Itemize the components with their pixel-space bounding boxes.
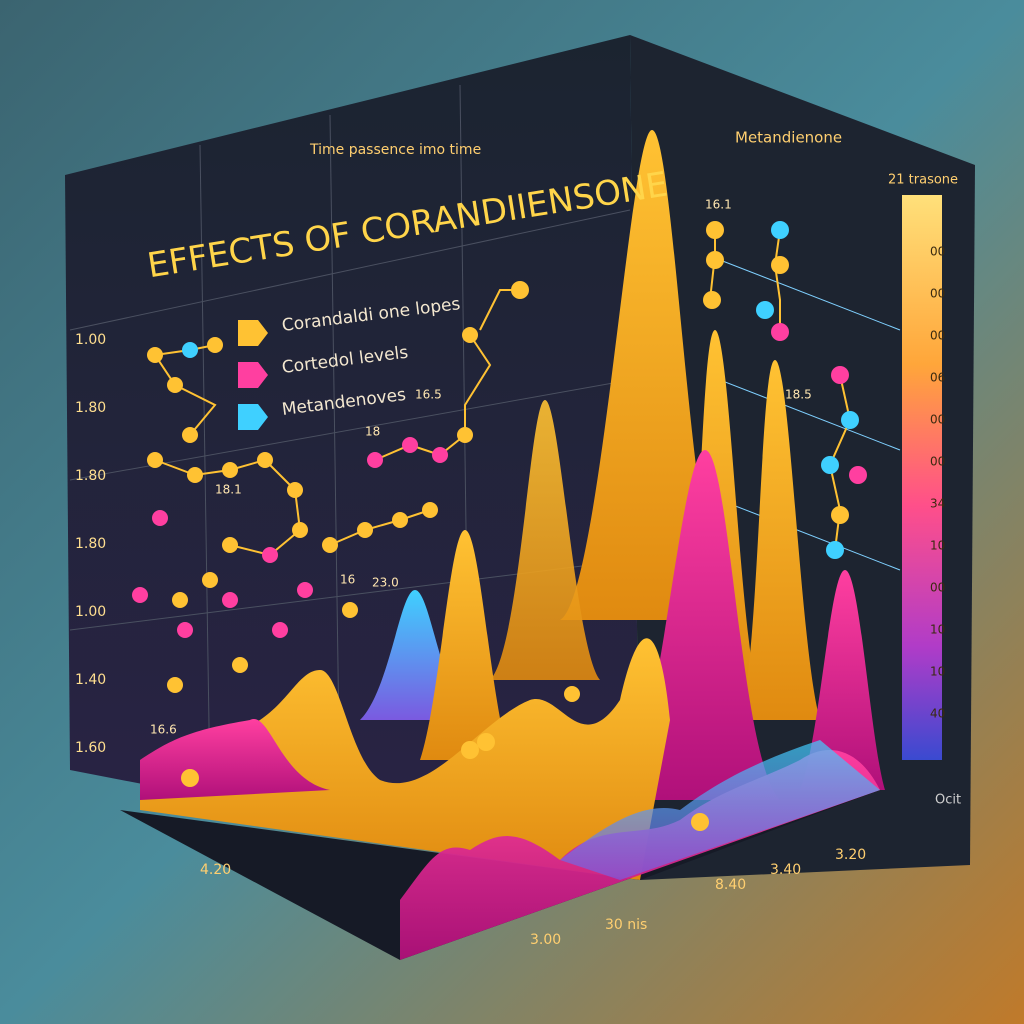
colorbar-label: 10 (930, 623, 945, 637)
colorbar-label: 00 (930, 329, 945, 343)
bottom-axis-label: 4.20 (200, 862, 231, 878)
colorbar-label: 00 (930, 413, 945, 427)
annotation: 16 (340, 573, 355, 587)
left-axis-label: 1.40 (75, 672, 106, 688)
annotation: 16.6 (150, 723, 177, 737)
bottom-axis-label: 3.40 (770, 862, 801, 878)
colorbar-title: 21 trasone (888, 173, 958, 188)
colorbar-label: 06 (930, 371, 945, 385)
colorbar-label: 00 (930, 245, 945, 259)
left-axis-label: 1.80 (75, 536, 106, 552)
top-label: Time passence imo time (309, 142, 481, 158)
colorbar-label: 40 (930, 707, 945, 721)
peaks (140, 130, 885, 960)
left-axis-label: 1.00 (75, 332, 106, 348)
annotation: 23.0 (372, 576, 399, 590)
annotation: 18.1 (215, 483, 242, 497)
colorbar (902, 195, 942, 760)
bottom-axis-label: 30 nis (605, 917, 647, 933)
annotation: 18.5 (785, 388, 812, 402)
left-axis-label: 1.60 (75, 740, 106, 756)
colorbar-footer: Ocit (935, 793, 961, 808)
bottom-axis-label: 8.40 (715, 877, 746, 893)
left-wall (65, 35, 640, 880)
left-axis-label: 1.00 (75, 604, 106, 620)
annotation: 16.1 (705, 198, 732, 212)
annotation: 16.5 (415, 388, 442, 402)
colorbar-label: 34 (930, 497, 945, 511)
molecule-atoms (132, 221, 867, 831)
left-axis-label: 1.80 (75, 400, 106, 416)
colorbar-label: 00 (930, 581, 945, 595)
right-label: Metandienone (735, 129, 842, 147)
bottom-axis-label: 3.20 (835, 847, 866, 863)
colorbar-label: 00 (930, 455, 945, 469)
annotation: 18 (365, 425, 380, 439)
left-axis-label: 1.80 (75, 468, 106, 484)
colorbar-label: 00 (930, 287, 945, 301)
colorbar-label: 10 (930, 539, 945, 553)
legend-markers (238, 320, 268, 430)
colorbar-label: 10 (930, 665, 945, 679)
bottom-axis-label: 3.00 (530, 932, 561, 948)
